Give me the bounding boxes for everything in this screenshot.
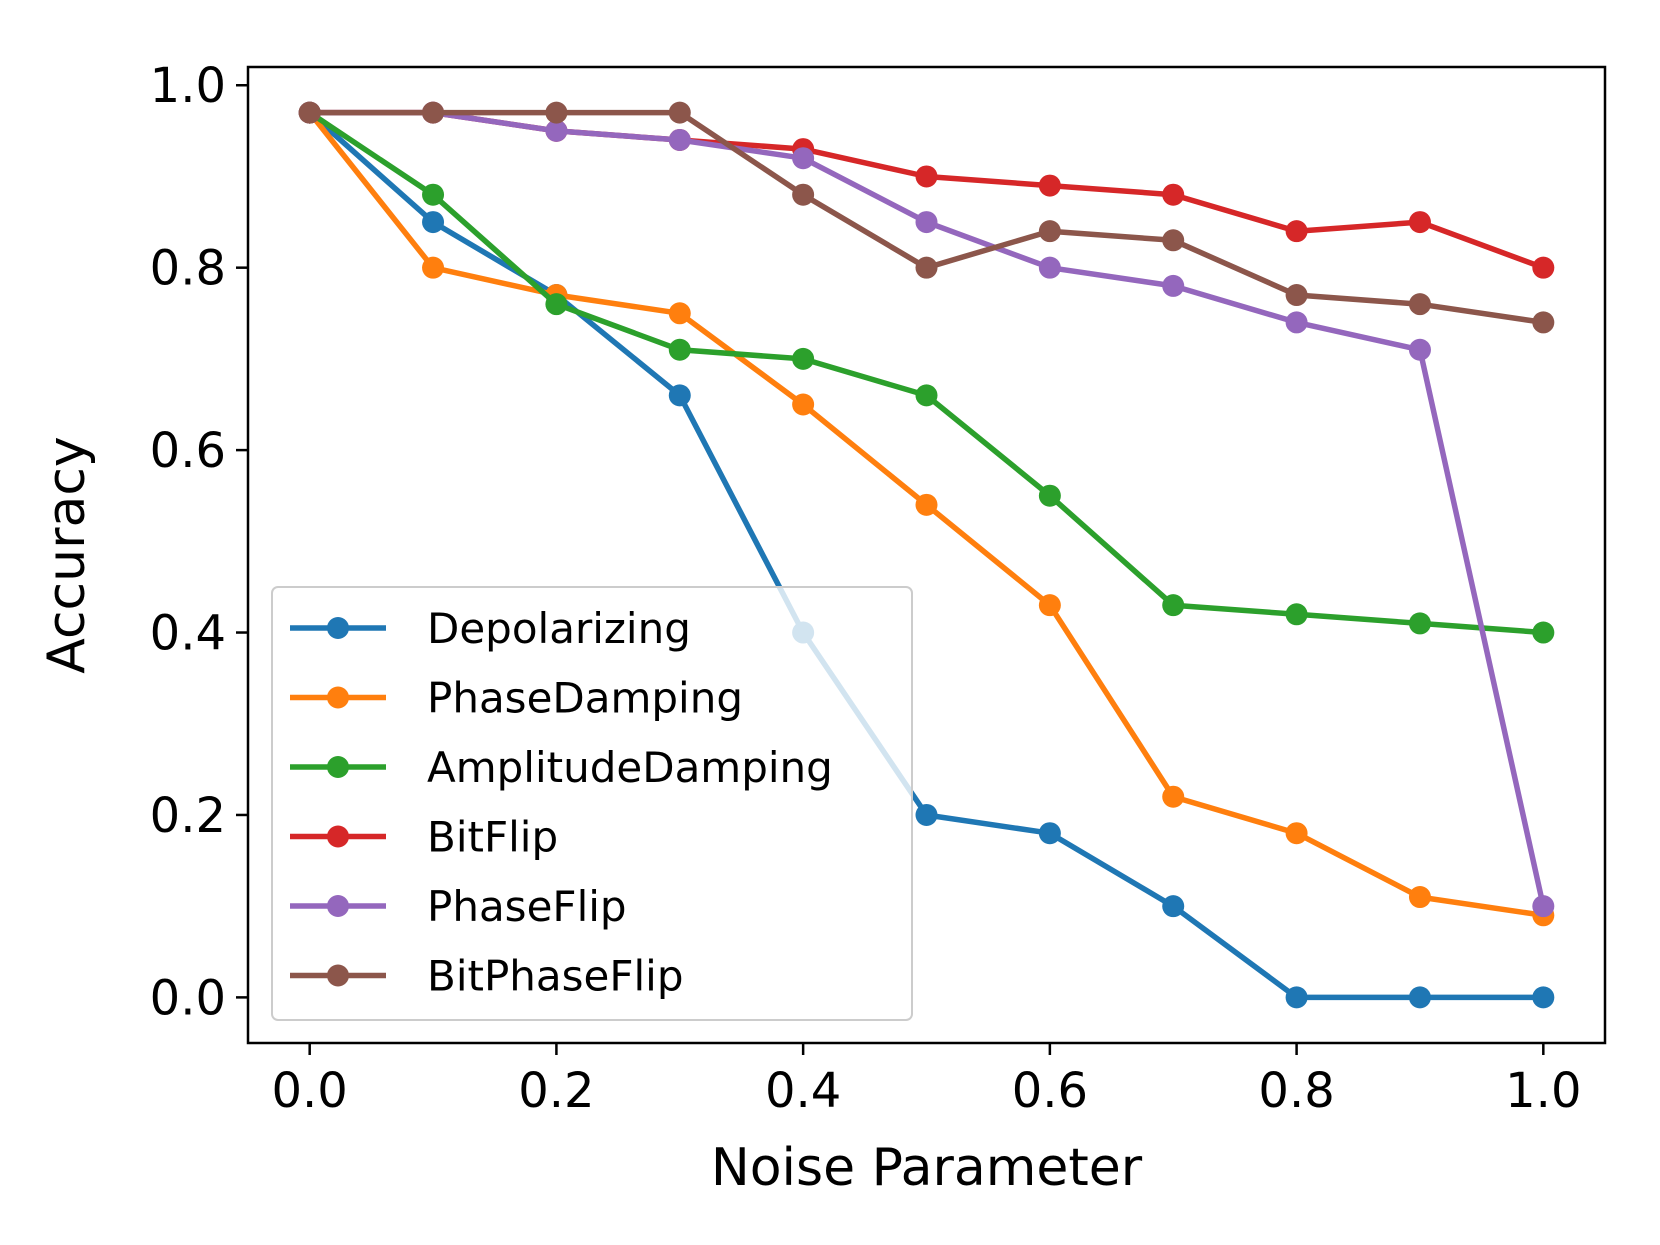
data-point-phasedamping-3 — [668, 302, 691, 325]
y-tick-label: 0.2 — [150, 788, 226, 844]
data-point-bitphaseflip-10 — [1532, 311, 1555, 334]
legend-label: AmplitudeDamping — [427, 743, 833, 792]
x-tick-label: 1.0 — [1505, 1063, 1581, 1119]
data-point-phasedamping-8 — [1285, 822, 1308, 845]
x-tick-label: 0.8 — [1258, 1063, 1334, 1119]
x-tick-label: 0.4 — [765, 1063, 841, 1119]
data-point-bitphaseflip-4 — [792, 183, 815, 206]
legend: Depolarizing PhaseDamping AmplitudeDamping… — [271, 586, 913, 1021]
x-tick-label: 0.0 — [272, 1063, 348, 1119]
data-point-phaseflip-9 — [1408, 338, 1431, 361]
y-tick-label: 0.6 — [150, 423, 226, 479]
data-point-depolarizing-9 — [1408, 986, 1431, 1009]
data-point-bitphaseflip-3 — [668, 101, 691, 124]
data-point-bitphaseflip-6 — [1038, 220, 1061, 243]
data-point-phaseflip-4 — [792, 147, 815, 170]
data-point-phaseflip-5 — [915, 211, 938, 234]
data-point-bitphaseflip-1 — [422, 101, 445, 124]
series-bitphaseflip — [298, 101, 1555, 334]
data-point-depolarizing-5 — [915, 803, 938, 826]
x-axis: 0.0 0.2 0.4 0.6 0.8 1.0 — [272, 1043, 1581, 1119]
legend-marker — [327, 895, 349, 917]
legend-item-phasedamping: PhaseDamping — [290, 674, 743, 723]
data-point-amplitudedamping-5 — [915, 384, 938, 407]
data-point-phaseflip-6 — [1038, 256, 1061, 279]
legend-label: BitFlip — [427, 813, 558, 862]
data-point-depolarizing-6 — [1038, 822, 1061, 845]
data-point-phasedamping-6 — [1038, 594, 1061, 617]
data-point-amplitudedamping-8 — [1285, 603, 1308, 626]
data-point-amplitudedamping-7 — [1162, 594, 1185, 617]
data-point-bitflip-7 — [1162, 183, 1185, 206]
y-tick-label: 0.0 — [150, 970, 226, 1026]
data-point-bitphaseflip-8 — [1285, 284, 1308, 307]
data-point-depolarizing-7 — [1162, 895, 1185, 918]
legend-marker — [327, 756, 349, 778]
data-point-depolarizing-3 — [668, 384, 691, 407]
data-point-bitflip-5 — [915, 165, 938, 188]
data-point-phaseflip-2 — [545, 119, 568, 142]
data-point-bitflip-10 — [1532, 256, 1555, 279]
data-point-depolarizing-1 — [422, 211, 445, 234]
data-point-bitphaseflip-9 — [1408, 293, 1431, 316]
data-point-amplitudedamping-2 — [545, 293, 568, 316]
legend-marker — [327, 825, 349, 848]
x-tick-label: 0.2 — [518, 1063, 594, 1119]
data-point-phaseflip-10 — [1532, 895, 1555, 918]
data-point-phasedamping-7 — [1162, 785, 1185, 808]
legend-marker — [327, 964, 349, 987]
series-layer — [298, 101, 1555, 1009]
data-point-bitflip-6 — [1038, 174, 1061, 197]
data-point-amplitudedamping-4 — [792, 347, 815, 370]
data-point-depolarizing-8 — [1285, 986, 1308, 1009]
legend-box — [271, 586, 913, 1021]
data-point-phaseflip-7 — [1162, 274, 1185, 297]
y-tick-label: 0.4 — [150, 606, 226, 662]
data-point-phaseflip-8 — [1285, 311, 1308, 334]
data-point-amplitudedamping-6 — [1038, 484, 1061, 507]
legend-item-bitphaseflip: BitPhaseFlip — [290, 952, 684, 1001]
data-point-phasedamping-9 — [1408, 886, 1431, 909]
data-point-phasedamping-4 — [792, 393, 815, 416]
data-point-amplitudedamping-3 — [668, 338, 691, 361]
legend-label: PhaseDamping — [427, 674, 743, 723]
data-point-amplitudedamping-10 — [1532, 621, 1555, 644]
legend-item-bitflip: BitFlip — [290, 813, 558, 862]
plot-frame — [246, 65, 1607, 1045]
data-point-bitphaseflip-0 — [298, 101, 321, 124]
data-point-phasedamping-1 — [422, 256, 445, 279]
x-tick-label: 0.6 — [1012, 1063, 1088, 1119]
legend-label: BitPhaseFlip — [427, 952, 684, 1001]
data-point-bitphaseflip-7 — [1162, 229, 1185, 252]
legend-item-depolarizing: Depolarizing — [290, 604, 691, 653]
data-point-bitphaseflip-5 — [915, 256, 938, 279]
y-axis-title: Accuracy — [37, 436, 97, 673]
data-point-phaseflip-3 — [668, 128, 691, 151]
y-axis: 0.0 0.2 0.4 0.6 0.8 1.0 — [150, 58, 248, 1026]
legend-label: PhaseFlip — [427, 882, 627, 931]
legend-marker — [327, 686, 349, 709]
data-point-amplitudedamping-9 — [1408, 612, 1431, 635]
data-point-bitphaseflip-2 — [545, 101, 568, 124]
data-point-depolarizing-10 — [1532, 986, 1555, 1009]
legend-item-phaseflip: PhaseFlip — [290, 882, 627, 931]
data-point-phasedamping-5 — [915, 493, 938, 516]
series-amplitudedamping — [298, 101, 1555, 644]
data-point-bitflip-9 — [1408, 211, 1431, 234]
y-tick-label: 0.8 — [150, 241, 226, 297]
y-tick-label: 1.0 — [150, 58, 226, 114]
legend-label: Depolarizing — [427, 604, 691, 653]
data-point-amplitudedamping-1 — [422, 183, 445, 206]
data-point-bitflip-8 — [1285, 220, 1308, 243]
legend-marker — [327, 617, 349, 639]
legend-item-amplitudedamping: AmplitudeDamping — [290, 743, 833, 792]
x-axis-title: Noise Parameter — [711, 1138, 1143, 1198]
